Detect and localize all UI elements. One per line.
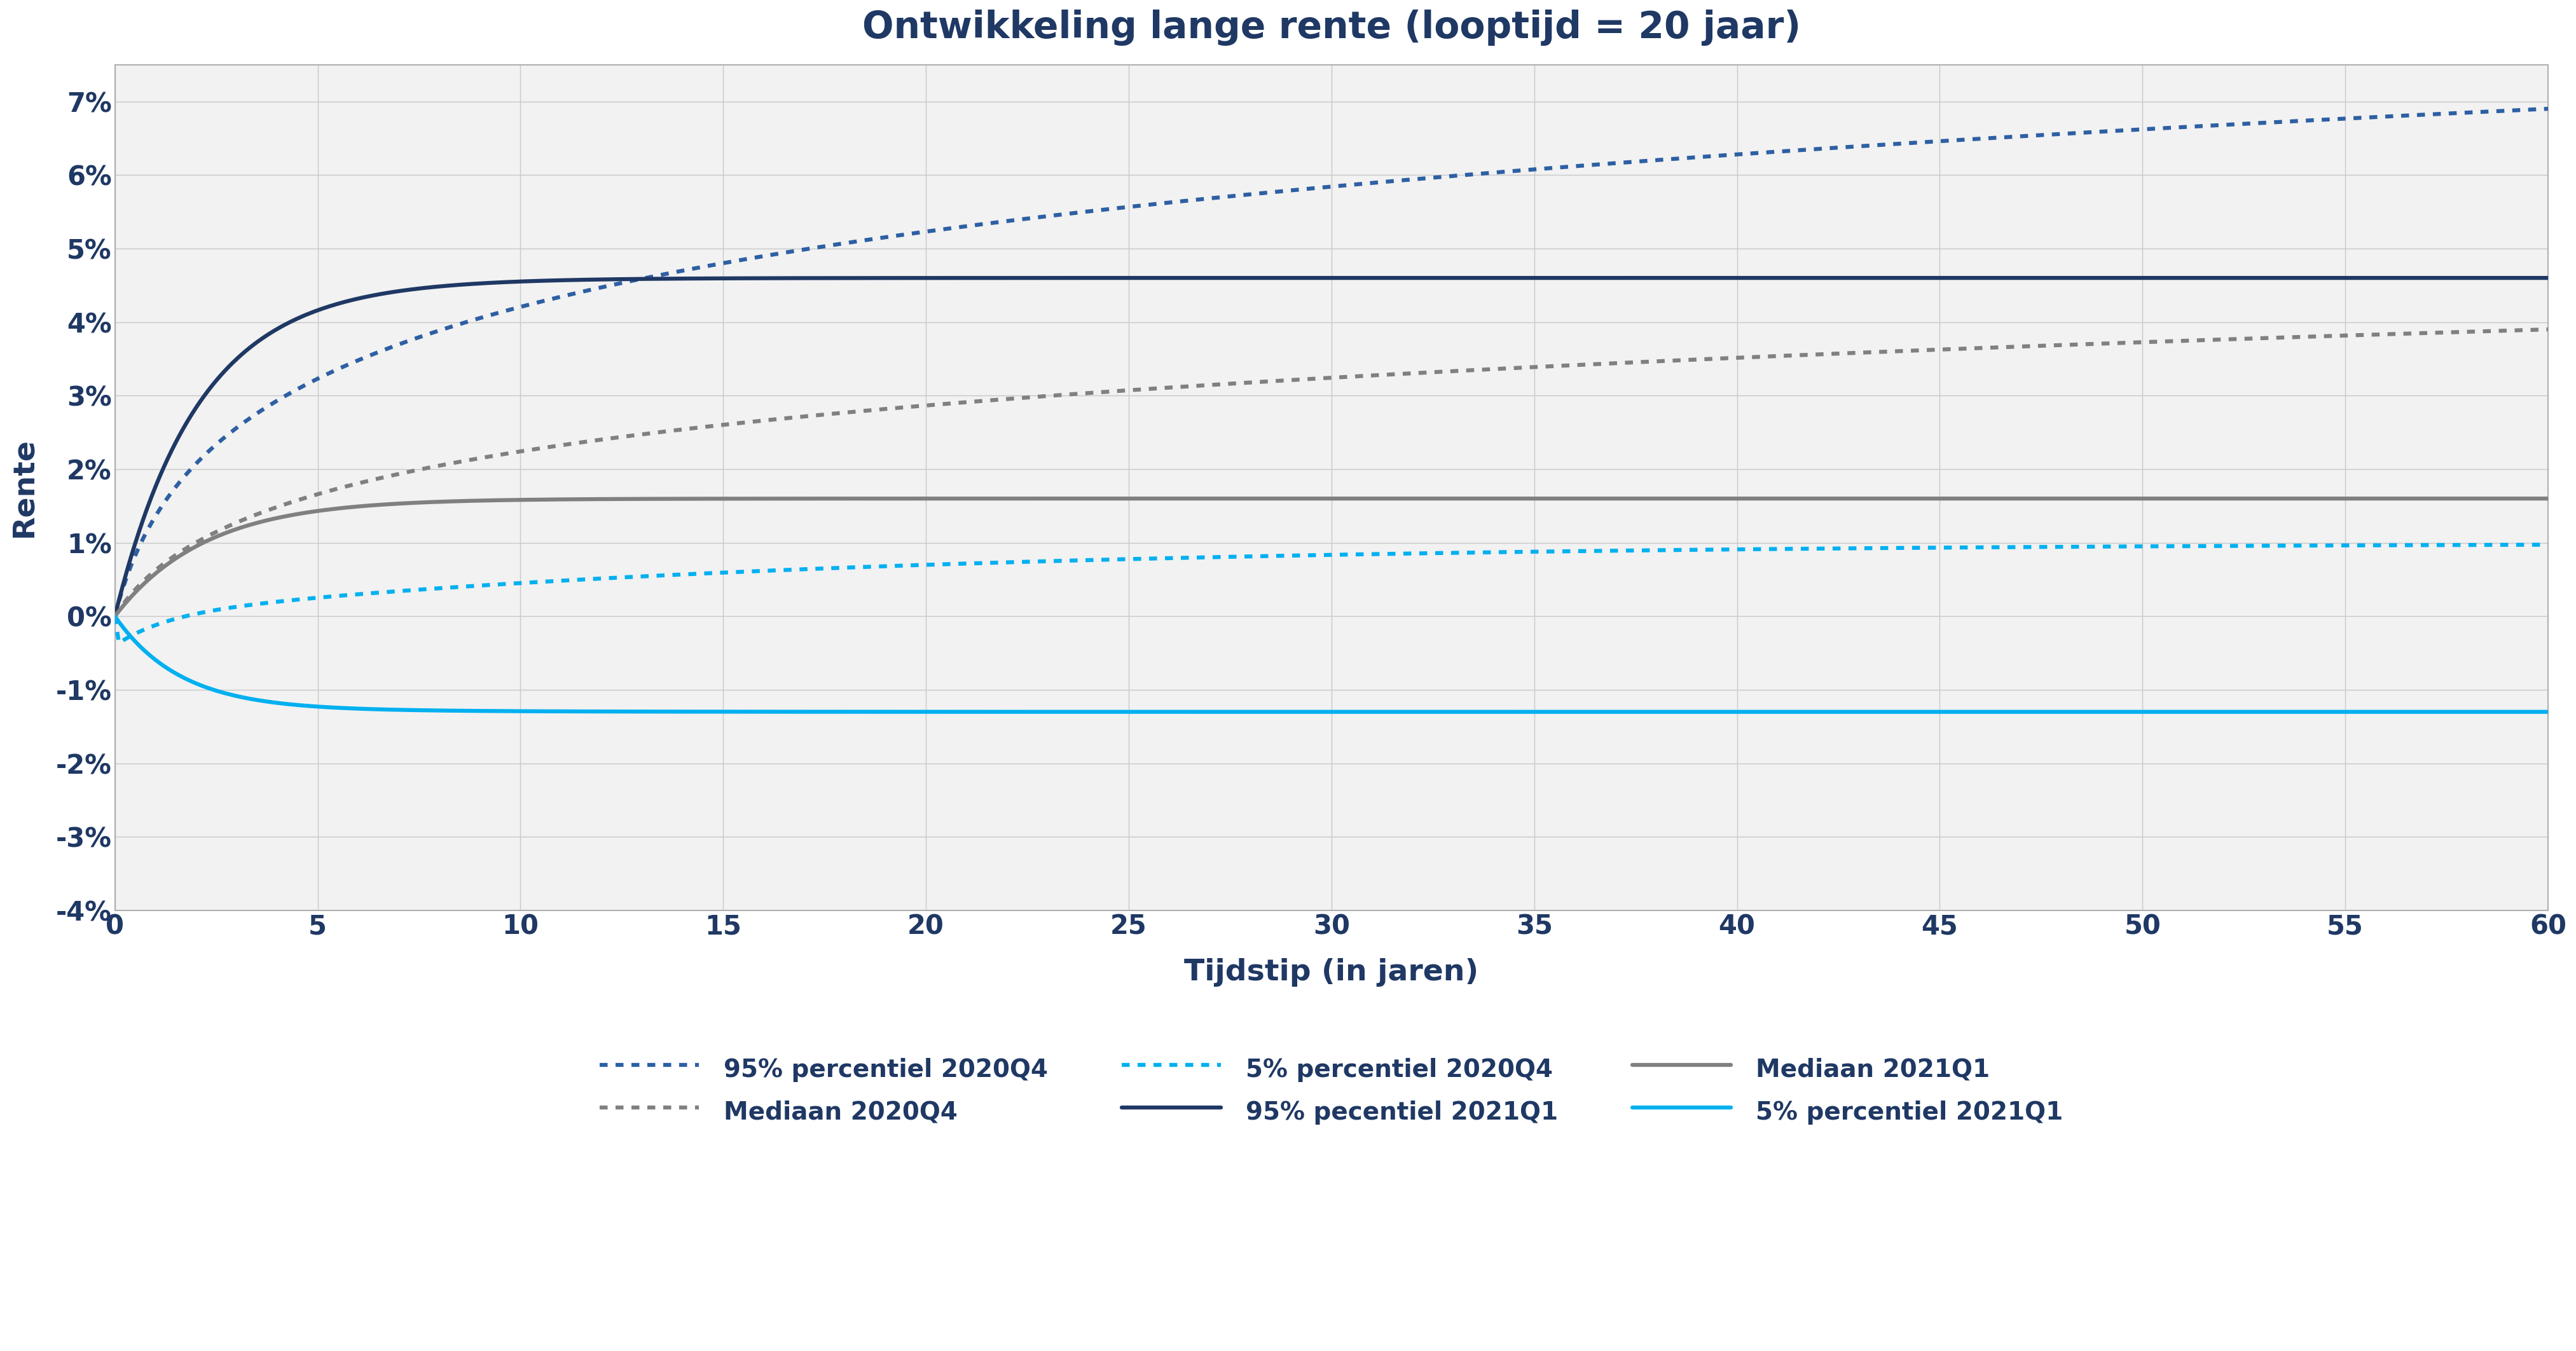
Mediaan 2020Q4 xyxy=(1533,358,1564,374)
95% pecentiel 2021Q1 xyxy=(2532,270,2563,286)
95% pecentiel 2021Q1 xyxy=(100,608,131,624)
95% percentiel 2020Q4 xyxy=(724,253,755,269)
Line: 5% percentiel 2021Q1: 5% percentiel 2021Q1 xyxy=(116,616,2548,712)
Mediaan 2021Q1 xyxy=(100,608,131,624)
95% percentiel 2020Q4 xyxy=(1200,189,1231,205)
5% percentiel 2021Q1 xyxy=(2532,704,2563,720)
Mediaan 2021Q1 xyxy=(1533,490,1564,507)
Line: Mediaan 2021Q1: Mediaan 2021Q1 xyxy=(116,499,2548,616)
Mediaan 2020Q4 xyxy=(531,439,562,455)
Line: 95% pecentiel 2021Q1: 95% pecentiel 2021Q1 xyxy=(116,278,2548,616)
5% percentiel 2021Q1 xyxy=(1533,704,1564,720)
Legend: 95% percentiel 2020Q4, Mediaan 2020Q4, 5% percentiel 2020Q4, 95% pecentiel 2021Q: 95% percentiel 2020Q4, Mediaan 2020Q4, 5… xyxy=(587,1042,2076,1139)
95% percentiel 2020Q4 xyxy=(1723,146,1754,162)
95% percentiel 2020Q4 xyxy=(100,608,131,624)
5% percentiel 2020Q4 xyxy=(100,608,131,624)
5% percentiel 2020Q4 xyxy=(729,563,760,580)
Mediaan 2021Q1 xyxy=(531,492,562,508)
X-axis label: Tijdstip (in jaren): Tijdstip (in jaren) xyxy=(1185,958,1479,986)
95% pecentiel 2021Q1 xyxy=(531,273,562,289)
5% percentiel 2021Q1 xyxy=(1723,704,1754,720)
Mediaan 2021Q1 xyxy=(2532,490,2563,507)
Y-axis label: Rente: Rente xyxy=(10,438,39,538)
Mediaan 2021Q1 xyxy=(1200,490,1231,507)
5% percentiel 2021Q1 xyxy=(1200,704,1231,720)
95% pecentiel 2021Q1 xyxy=(1723,270,1754,286)
Mediaan 2020Q4 xyxy=(100,608,131,624)
Mediaan 2020Q4 xyxy=(1200,377,1231,393)
Title: Ontwikkeling lange rente (looptijd = 20 jaar): Ontwikkeling lange rente (looptijd = 20 … xyxy=(863,9,1801,46)
5% percentiel 2020Q4 xyxy=(1206,549,1236,565)
Line: 5% percentiel 2020Q4: 5% percentiel 2020Q4 xyxy=(116,544,2548,643)
5% percentiel 2020Q4 xyxy=(2532,536,2563,553)
95% percentiel 2020Q4 xyxy=(531,292,562,308)
5% percentiel 2020Q4 xyxy=(533,573,564,589)
95% pecentiel 2021Q1 xyxy=(724,270,755,286)
95% percentiel 2020Q4 xyxy=(1533,161,1564,177)
5% percentiel 2020Q4 xyxy=(1538,543,1569,559)
Mediaan 2020Q4 xyxy=(2532,322,2563,338)
Mediaan 2021Q1 xyxy=(724,490,755,507)
Mediaan 2021Q1 xyxy=(1932,490,1963,507)
5% percentiel 2020Q4 xyxy=(103,635,134,651)
Mediaan 2020Q4 xyxy=(1723,350,1754,366)
Mediaan 2021Q1 xyxy=(1723,490,1754,507)
Mediaan 2020Q4 xyxy=(724,415,755,431)
95% percentiel 2020Q4 xyxy=(2532,101,2563,118)
95% pecentiel 2021Q1 xyxy=(1533,270,1564,286)
5% percentiel 2021Q1 xyxy=(531,704,562,720)
95% percentiel 2020Q4 xyxy=(1932,132,1963,149)
Mediaan 2020Q4 xyxy=(1932,342,1963,358)
95% pecentiel 2021Q1 xyxy=(1200,270,1231,286)
5% percentiel 2020Q4 xyxy=(1935,539,1965,555)
5% percentiel 2021Q1 xyxy=(724,704,755,720)
5% percentiel 2021Q1 xyxy=(100,608,131,624)
5% percentiel 2020Q4 xyxy=(1728,542,1759,558)
Line: 95% percentiel 2020Q4: 95% percentiel 2020Q4 xyxy=(116,109,2548,616)
Line: Mediaan 2020Q4: Mediaan 2020Q4 xyxy=(116,330,2548,616)
95% pecentiel 2021Q1 xyxy=(1932,270,1963,286)
5% percentiel 2021Q1 xyxy=(1932,704,1963,720)
